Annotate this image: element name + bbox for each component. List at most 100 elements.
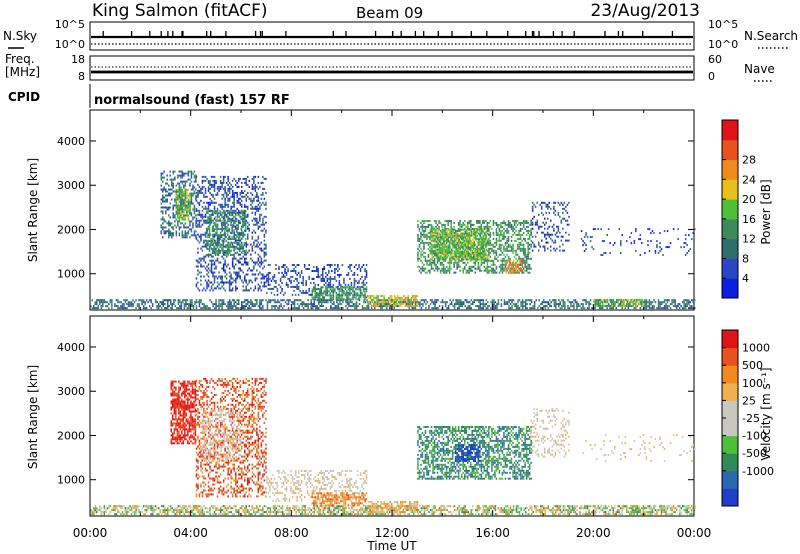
data-cell [219,210,221,213]
data-cell [470,269,472,272]
data-cell [356,294,359,297]
data-cell [526,299,528,302]
data-cell [480,269,483,272]
data-cell [365,270,368,272]
data-cell [519,227,522,230]
data-cell [250,287,252,290]
data-cell [484,250,486,253]
data-cell [433,259,436,262]
data-cell [188,307,190,310]
data-cell [312,305,314,308]
data-cell [183,234,185,237]
data-cell [190,202,193,205]
data-cell [214,212,217,215]
data-cell [437,228,439,231]
data-cell [239,197,241,200]
data-cell [169,188,171,191]
data-cell [250,191,252,194]
data-cell [473,258,475,261]
data-cell [220,244,223,247]
data-cell [401,296,404,299]
data-cell [600,307,602,310]
data-cell [245,224,247,227]
data-cell [208,244,211,247]
data-cell [352,290,354,293]
data-cell [426,235,428,238]
data-cell [561,305,563,308]
data-cell [287,268,289,270]
data-cell [353,281,356,284]
data-cell [256,301,258,304]
data-cell [317,273,319,276]
data-cell [494,245,496,248]
data-cell [168,206,170,209]
data-cell [195,259,198,262]
data-cell [203,275,205,278]
data-cell [463,238,465,241]
data-cell [410,304,413,307]
data-cell [172,170,174,173]
data-cell [521,271,523,274]
data-cell [684,307,687,310]
data-cell [507,267,510,270]
data-cell [500,303,503,306]
data-cell [313,298,315,301]
data-cell [469,234,471,237]
data-cell [453,228,456,231]
data-cell [574,301,577,304]
data-cell [262,299,264,302]
data-cell [172,226,174,229]
data-cell [257,241,260,244]
data-cell [159,305,161,308]
data-cell [213,179,216,182]
data-cell [409,302,411,305]
data-cell [467,223,469,226]
data-cell [162,176,164,179]
data-cell [197,233,199,236]
data-cell [684,299,687,302]
data-cell [516,233,519,236]
data-cell [165,307,167,310]
data-cell [162,226,164,229]
data-cell [274,301,276,304]
data-cell [444,234,447,237]
data-cell [193,232,196,235]
data-cell [259,299,261,302]
data-cell [506,241,508,244]
data-cell [364,268,366,270]
data-cell [328,286,330,289]
data-cell [203,175,205,178]
data-cell [426,237,428,240]
data-cell [319,305,321,308]
data-cell [681,301,684,304]
data-cell [144,303,146,306]
data-cell [317,275,319,278]
data-cell [189,208,191,211]
data-cell [424,271,427,274]
data-cell [528,243,531,246]
data-cell [450,303,453,306]
data-cell [476,246,479,249]
data-cell [411,301,414,304]
data-cell [186,206,188,209]
data-cell [481,232,483,235]
data-cell [169,170,171,173]
data-cell [329,281,332,284]
data-cell [471,227,473,230]
data-cell [455,254,457,257]
data-cell [435,240,438,243]
data-cell [406,298,408,301]
data-cell [501,251,504,254]
data-cell [167,301,169,304]
data-cell [449,234,451,237]
data-cell [411,307,414,310]
data-cell [507,239,510,242]
data-cell [238,261,240,264]
data-cell [433,269,436,272]
data-cell [355,279,357,282]
data-cell [364,301,367,304]
data-cell [233,177,235,180]
data-cell [165,232,167,235]
data-cell [475,305,477,308]
data-cell [429,232,432,235]
